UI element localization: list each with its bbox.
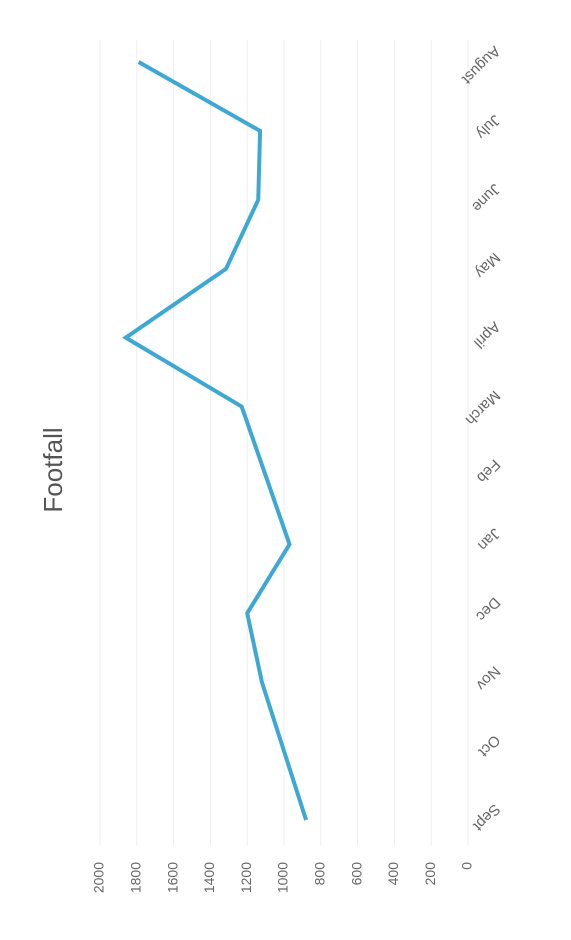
y-tick-label: 2000 bbox=[91, 862, 107, 893]
y-tick-label: 1800 bbox=[128, 862, 144, 893]
y-tick-label: 0 bbox=[459, 862, 475, 870]
y-tick-label: 1200 bbox=[238, 862, 254, 893]
chart-title: Footfall bbox=[38, 427, 68, 512]
y-tick-label: 1400 bbox=[201, 862, 217, 893]
y-tick-label: 600 bbox=[348, 862, 364, 886]
y-tick-label: 1600 bbox=[164, 862, 180, 893]
y-tick-label: 400 bbox=[385, 862, 401, 886]
y-tick-label: 200 bbox=[422, 862, 438, 886]
y-tick-label: 1000 bbox=[275, 862, 291, 893]
y-tick-label: 800 bbox=[312, 862, 328, 886]
line bbox=[122, 60, 308, 821]
